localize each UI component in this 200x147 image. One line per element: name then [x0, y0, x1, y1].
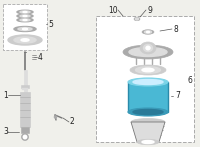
- Ellipse shape: [8, 35, 42, 45]
- Text: 10: 10: [108, 5, 118, 15]
- Ellipse shape: [20, 19, 30, 21]
- Ellipse shape: [137, 139, 159, 145]
- Ellipse shape: [140, 42, 156, 54]
- Text: 2: 2: [70, 117, 75, 127]
- FancyBboxPatch shape: [128, 82, 168, 112]
- Ellipse shape: [144, 45, 153, 51]
- Polygon shape: [131, 122, 165, 142]
- Ellipse shape: [128, 78, 168, 86]
- Ellipse shape: [18, 27, 32, 30]
- Text: 8: 8: [174, 25, 179, 34]
- FancyBboxPatch shape: [3, 4, 47, 50]
- Ellipse shape: [20, 15, 30, 17]
- Bar: [22, 88, 28, 90]
- Ellipse shape: [123, 45, 173, 59]
- Text: 7: 7: [175, 91, 180, 101]
- Ellipse shape: [133, 80, 163, 85]
- Ellipse shape: [14, 37, 36, 43]
- Ellipse shape: [17, 18, 33, 22]
- Ellipse shape: [20, 11, 30, 13]
- Text: 5: 5: [48, 20, 53, 29]
- Ellipse shape: [142, 68, 154, 72]
- Bar: [21, 127, 29, 133]
- Ellipse shape: [136, 67, 160, 73]
- Ellipse shape: [146, 46, 150, 50]
- FancyBboxPatch shape: [96, 16, 194, 142]
- Ellipse shape: [17, 14, 33, 18]
- Ellipse shape: [22, 28, 28, 30]
- Ellipse shape: [17, 10, 33, 14]
- Ellipse shape: [136, 18, 138, 20]
- Bar: [24, 70, 26, 100]
- Ellipse shape: [23, 135, 27, 139]
- Ellipse shape: [129, 47, 167, 56]
- Bar: [20, 92, 30, 127]
- Ellipse shape: [142, 30, 154, 34]
- Text: 6: 6: [188, 76, 193, 85]
- Ellipse shape: [144, 31, 152, 33]
- Ellipse shape: [21, 39, 29, 41]
- Text: 9: 9: [148, 5, 153, 15]
- Ellipse shape: [133, 110, 163, 115]
- Ellipse shape: [14, 26, 36, 31]
- Text: 1: 1: [3, 91, 8, 100]
- Ellipse shape: [130, 65, 166, 75]
- Ellipse shape: [142, 141, 154, 143]
- Text: 3: 3: [3, 127, 8, 137]
- Ellipse shape: [22, 133, 29, 141]
- Text: 4: 4: [38, 52, 43, 61]
- Ellipse shape: [146, 31, 150, 33]
- Ellipse shape: [23, 11, 27, 12]
- Ellipse shape: [131, 118, 165, 126]
- Ellipse shape: [134, 17, 140, 21]
- Ellipse shape: [54, 116, 57, 118]
- Ellipse shape: [128, 108, 168, 116]
- Ellipse shape: [23, 15, 27, 16]
- Bar: [21, 85, 29, 88]
